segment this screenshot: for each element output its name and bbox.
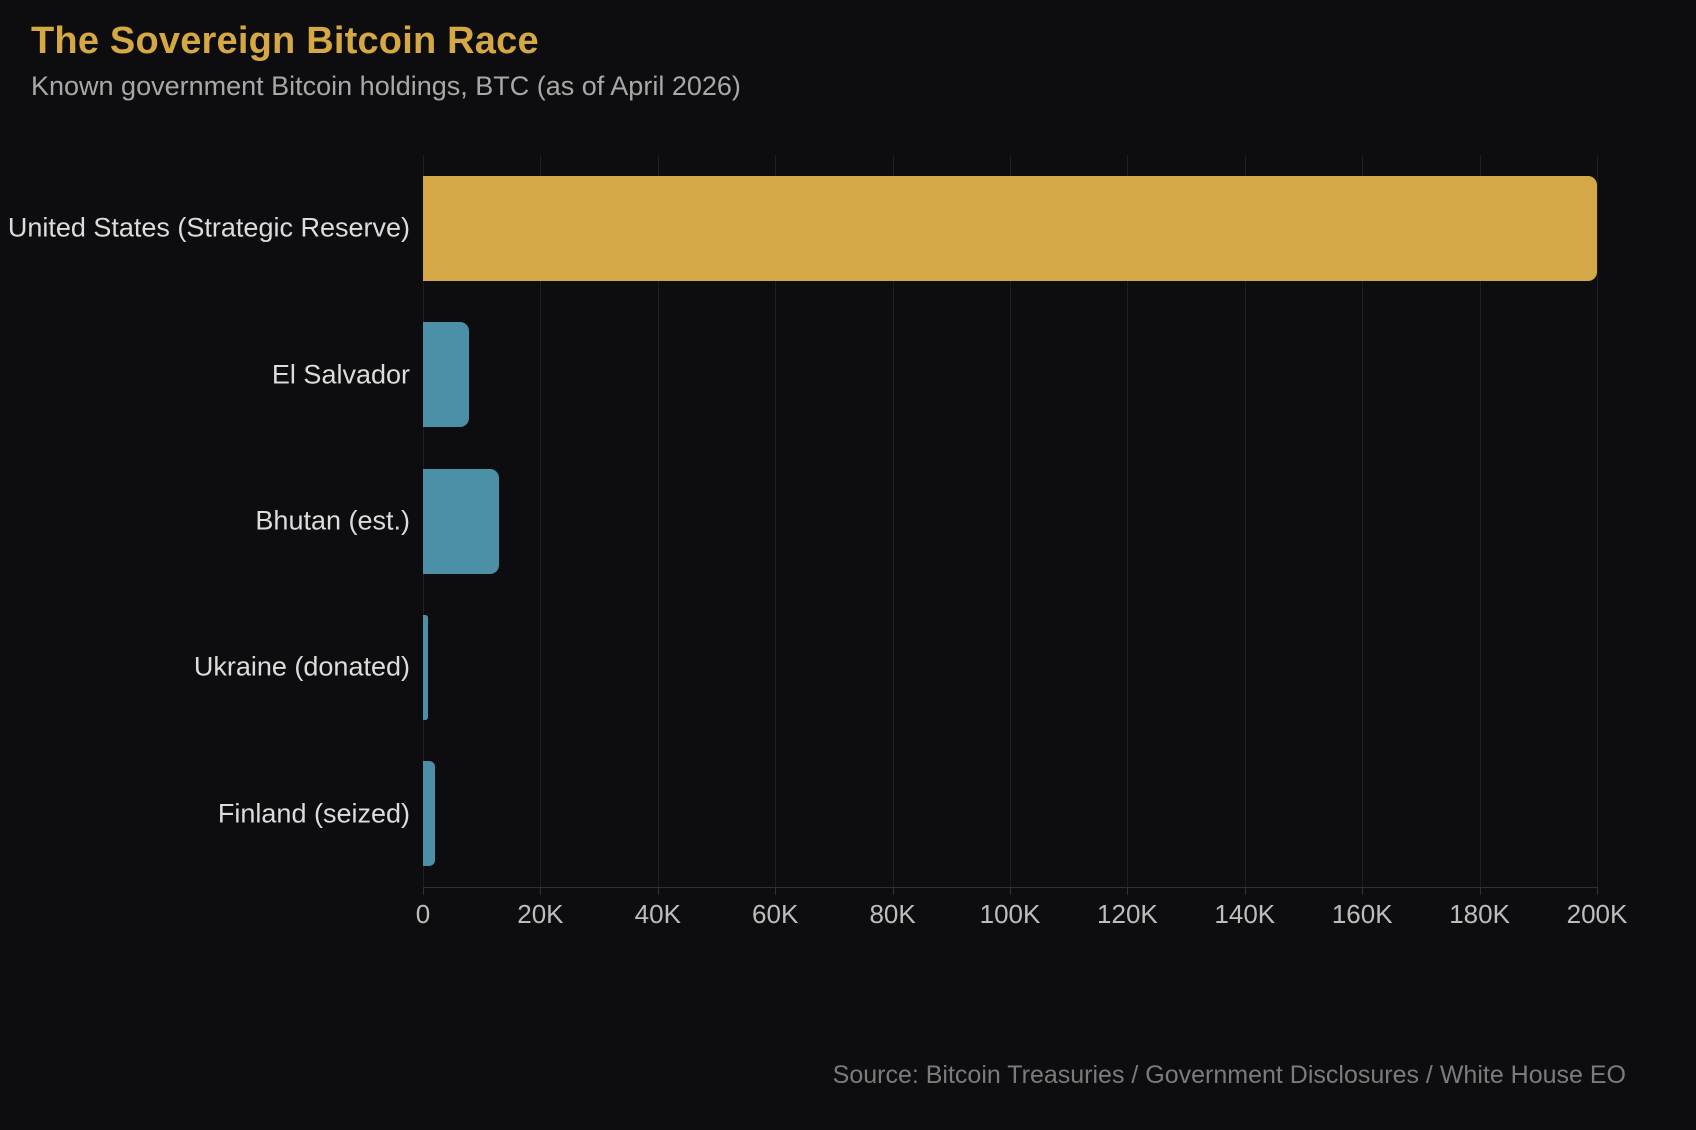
- gridline-200K: [1597, 155, 1598, 887]
- source-note: Source: Bitcoin Treasuries / Government …: [832, 1061, 1626, 1089]
- x-tick-mark: [1597, 887, 1598, 895]
- x-axis-line: [423, 887, 1597, 888]
- x-tick-mark: [657, 887, 659, 895]
- category-label-finland-seized: Finland (seized): [217, 798, 410, 829]
- x-tick-label-200K: 200K: [1566, 899, 1628, 929]
- x-tick-label-0: 0: [415, 899, 431, 929]
- chart-title: The Sovereign Bitcoin Race: [31, 20, 539, 62]
- x-tick-mark: [1244, 887, 1246, 895]
- x-tick-mark: [1127, 887, 1129, 895]
- x-tick-label-120K: 120K: [1097, 899, 1158, 929]
- chart-subtitle: Known government Bitcoin holdings, BTC (…: [31, 71, 741, 101]
- category-label-el-salvador: El Salvador: [271, 359, 410, 390]
- gridline-120K: [1127, 155, 1129, 887]
- bar-united-states-strategic-reserve: [423, 175, 1597, 281]
- x-tick-label-160K: 160K: [1331, 899, 1393, 929]
- category-label-ukraine-donated: Ukraine (donated): [193, 651, 410, 682]
- x-tick-mark: [1362, 887, 1364, 895]
- bar-finland-seized: [423, 761, 435, 867]
- bar-bhutan-est: [423, 468, 500, 574]
- gridline-160K: [1362, 155, 1364, 887]
- x-tick-label-40K: 40K: [634, 899, 681, 929]
- category-label-united-states-strategic-reserve: United States (Strategic Reserve): [7, 212, 410, 243]
- gridline-40K: [657, 155, 659, 887]
- gridline-20K: [540, 155, 542, 887]
- x-tick-label-180K: 180K: [1449, 899, 1510, 929]
- bar-el-salvador: [423, 322, 469, 428]
- x-tick-mark: [540, 887, 542, 895]
- category-label-bhutan-est: Bhutan (est.): [255, 505, 410, 536]
- gridline-100K: [1010, 155, 1011, 887]
- gridline-140K: [1244, 155, 1246, 887]
- x-tick-mark: [775, 887, 777, 895]
- x-tick-label-140K: 140K: [1214, 899, 1276, 929]
- gridline-80K: [892, 155, 894, 887]
- x-tick-label-60K: 60K: [752, 899, 799, 929]
- x-tick-mark: [423, 887, 424, 895]
- bar-ukraine-donated: [423, 614, 429, 720]
- x-tick-mark: [1010, 887, 1011, 895]
- x-tick-mark: [1479, 887, 1481, 895]
- x-tick-label-20K: 20K: [517, 899, 564, 929]
- x-tick-label-100K: 100K: [979, 899, 1041, 929]
- x-tick-label-80K: 80K: [869, 899, 916, 929]
- gridline-60K: [775, 155, 777, 887]
- x-tick-mark: [892, 887, 894, 895]
- gridline-180K: [1479, 155, 1481, 887]
